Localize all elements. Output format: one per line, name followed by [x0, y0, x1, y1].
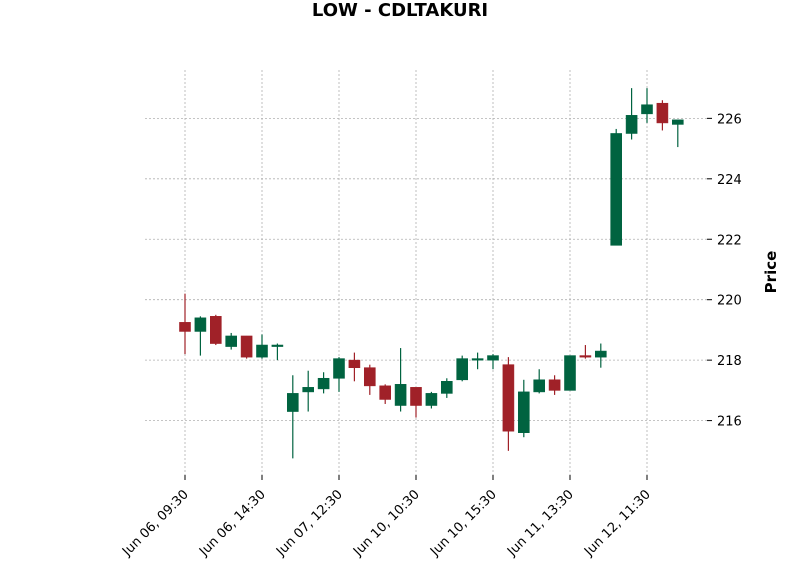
candle	[471, 352, 484, 370]
candle-body-down	[656, 102, 669, 124]
candle	[641, 88, 653, 123]
x-tick-label: Jun 10, 15:30	[427, 487, 500, 560]
candle-body-up	[564, 355, 576, 391]
candle	[487, 354, 499, 370]
candle-body-up	[286, 393, 299, 412]
candle	[671, 119, 684, 148]
candle-body-up	[671, 119, 684, 125]
candle-body-down	[410, 387, 422, 406]
x-tick-label: Jun 07, 12:30	[273, 487, 346, 560]
candle-body-up	[517, 391, 530, 433]
candle	[210, 314, 222, 346]
candle	[440, 378, 453, 398]
candle	[348, 352, 361, 382]
candle	[425, 391, 438, 409]
y-tick-label: 218	[717, 354, 742, 369]
candle-body-up	[456, 358, 469, 381]
candle-body-down	[379, 385, 392, 400]
candle-body-up	[302, 387, 315, 393]
candle	[625, 88, 638, 140]
candle-body-down	[502, 364, 515, 432]
y-tick-label: 224	[717, 173, 742, 188]
candle-body-up	[487, 355, 499, 361]
candle	[333, 357, 345, 392]
candle	[286, 375, 299, 459]
candle	[225, 332, 237, 350]
y-tick-label: 220	[717, 294, 742, 309]
candle	[548, 375, 561, 395]
chart-title: LOW - CDLTAKURI	[311, 0, 489, 21]
candle	[394, 348, 407, 412]
candle-body-up	[271, 344, 284, 347]
candle	[363, 364, 376, 395]
x-tick-label: Jun 06, 14:30	[196, 487, 269, 560]
candle-layer	[179, 88, 684, 459]
candle-body-up	[533, 379, 546, 393]
candle-body-up	[625, 115, 638, 134]
candle-body-down	[579, 355, 592, 358]
candle	[610, 128, 623, 246]
y-tick-label: 216	[717, 415, 742, 430]
candle	[517, 379, 530, 438]
candle	[410, 387, 422, 418]
candle-body-up	[425, 393, 438, 406]
candle-body-up	[394, 384, 407, 406]
candle	[502, 357, 515, 451]
candle-body-up	[594, 350, 607, 358]
candle-body-down	[240, 335, 253, 358]
candle	[379, 384, 392, 404]
candle	[194, 316, 207, 356]
candle-body-up	[440, 381, 453, 394]
candle-body-down	[179, 322, 191, 332]
candle-body-up	[333, 358, 345, 379]
candle-body-up	[225, 335, 237, 347]
candle-body-down	[348, 359, 361, 369]
x-tick-label: Jun 10, 10:30	[350, 487, 423, 560]
candle-body-up	[194, 317, 207, 332]
candle-body-down	[210, 316, 222, 344]
candle	[594, 343, 607, 368]
candle	[179, 293, 191, 355]
y-tick-label: 226	[717, 112, 742, 127]
x-tick-label: Jun 06, 09:30	[119, 487, 192, 560]
candle-body-up	[641, 104, 653, 115]
candle-body-up	[610, 133, 623, 246]
candle	[240, 335, 253, 359]
candle-body-down	[363, 367, 376, 387]
x-tick-label: Jun 12, 11:30	[581, 487, 654, 560]
grid-layer	[145, 70, 707, 475]
candle	[271, 343, 284, 361]
candle	[256, 334, 268, 359]
candle-body-up	[317, 377, 330, 390]
candle	[656, 100, 669, 131]
candle	[564, 355, 576, 391]
candle	[456, 355, 469, 382]
y-axis-label: Price	[762, 251, 780, 294]
candle	[533, 369, 546, 394]
candle-body-down	[548, 379, 561, 391]
candle	[317, 372, 330, 394]
x-tick-label: Jun 11, 13:30	[504, 487, 577, 560]
candle-body-up	[471, 358, 484, 361]
candle	[579, 345, 592, 359]
y-tick-label: 222	[717, 233, 742, 248]
candle-body-up	[256, 344, 268, 358]
candle	[302, 370, 315, 412]
